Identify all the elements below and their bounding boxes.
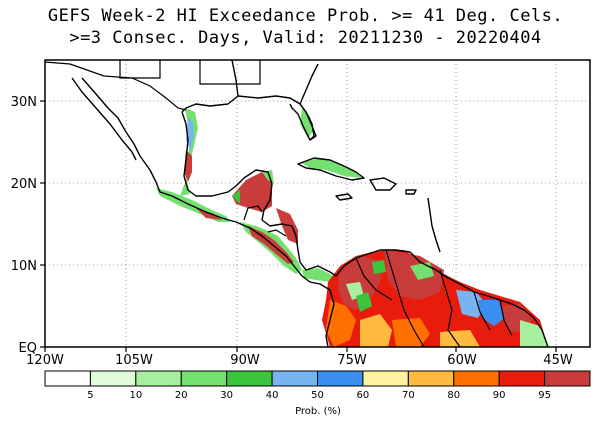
colorbar-swatch bbox=[453, 370, 500, 387]
colorbar-swatch bbox=[362, 370, 409, 387]
colorbar-swatch bbox=[271, 370, 319, 387]
lat-label-10n: 10N bbox=[11, 259, 37, 274]
map-frame bbox=[44, 59, 591, 348]
coastlines bbox=[71, 59, 549, 348]
probability-shading bbox=[156, 108, 548, 347]
colorbar-label: 20 bbox=[175, 390, 188, 401]
lon-label-105w: 105W bbox=[115, 353, 153, 368]
lon-label-60w: 60W bbox=[447, 353, 477, 368]
colorbar-swatch bbox=[317, 370, 364, 387]
colorbar-swatch bbox=[544, 370, 591, 387]
colorbar-title: Prob. (%) bbox=[295, 406, 341, 417]
lat-label-30n: 30N bbox=[11, 95, 37, 110]
lon-label-45w: 45W bbox=[543, 353, 573, 368]
colorbar-swatch bbox=[180, 370, 228, 387]
axis-ticks bbox=[40, 100, 557, 352]
graticule bbox=[45, 60, 590, 347]
colorbar-label: 30 bbox=[220, 390, 233, 401]
lat-label-20n: 20N bbox=[11, 177, 37, 192]
map-subtitle: >=3 Consec. Days, Valid: 20211230 - 2022… bbox=[69, 28, 542, 48]
colorbar-swatch bbox=[89, 370, 137, 387]
colorbar-label: 10 bbox=[129, 390, 142, 401]
colorbar-swatch bbox=[407, 370, 455, 387]
lon-label-90w: 90W bbox=[230, 353, 260, 368]
colorbar-label: 50 bbox=[311, 390, 324, 401]
colorbar-label: 5 bbox=[87, 390, 93, 401]
colorbar: 5 10 20 30 40 50 60 70 80 90 95 bbox=[44, 370, 591, 401]
colorbar-label: 70 bbox=[402, 390, 415, 401]
lat-label-eq: EQ bbox=[19, 341, 37, 356]
colorbar-label: 90 bbox=[493, 390, 506, 401]
colorbar-label: 95 bbox=[538, 390, 551, 401]
colorbar-swatch bbox=[226, 370, 273, 387]
political-borders bbox=[44, 60, 513, 348]
colorbar-label: 80 bbox=[447, 390, 460, 401]
lon-label-75w: 75W bbox=[337, 353, 367, 368]
colorbar-swatch bbox=[135, 370, 182, 387]
colorbar-label: 40 bbox=[266, 390, 279, 401]
colorbar-swatch bbox=[498, 370, 546, 387]
colorbar-swatch bbox=[44, 370, 91, 387]
colorbar-label: 60 bbox=[357, 390, 370, 401]
lon-label-120w: 120W bbox=[26, 353, 64, 368]
map-title: GEFS Week-2 HI Exceedance Prob. >= 41 De… bbox=[47, 6, 564, 26]
